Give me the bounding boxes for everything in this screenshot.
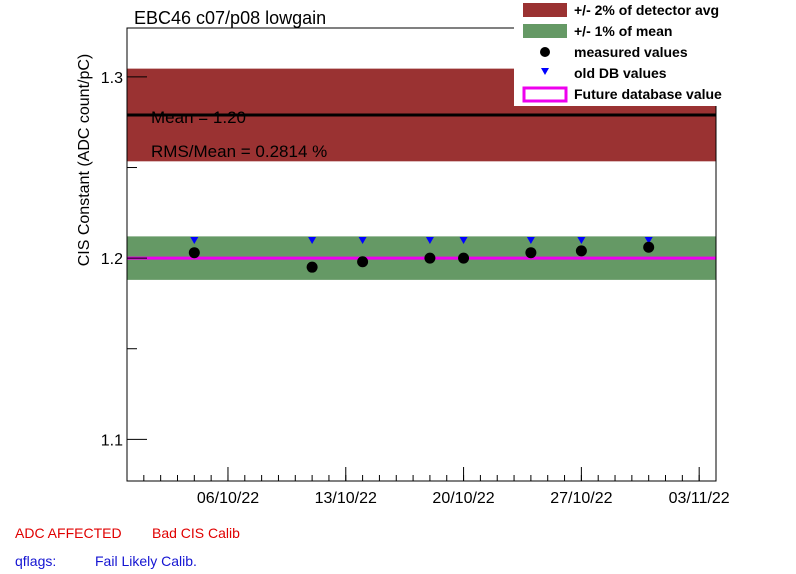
old-db-marker <box>358 237 367 245</box>
old-db-marker <box>190 237 199 245</box>
y-tick-label: 1.2 <box>101 251 123 268</box>
old-db-marker <box>308 237 317 245</box>
legend-swatch-future-db <box>522 86 568 103</box>
qflags-label: qflags: <box>15 553 57 569</box>
x-tick-label: 27/10/22 <box>550 490 612 507</box>
old-db-marker <box>526 237 535 245</box>
measured-point <box>525 247 537 259</box>
y-tick-label: 1.1 <box>101 432 123 449</box>
measured-point <box>424 252 436 264</box>
chart-title: EBC46 c07/p08 lowgain <box>134 8 326 28</box>
markers-layer <box>188 237 655 273</box>
old-db-marker <box>644 237 653 245</box>
measured-point <box>575 245 587 257</box>
legend-label-measured: measured values <box>574 44 688 60</box>
legend-label-old-db: old DB values <box>574 65 667 81</box>
qflags-value: Fail Likely Calib. <box>95 553 197 569</box>
measured-point <box>458 252 470 264</box>
old-db-marker <box>577 237 586 245</box>
legend-marker-old-db <box>541 68 549 75</box>
legend-swatch-detector-band <box>523 3 567 17</box>
plot-frame <box>126 27 717 482</box>
measured-point <box>188 247 200 259</box>
x-tick-label: 03/11/22 <box>669 490 730 507</box>
measured-point <box>643 241 655 253</box>
measured-point <box>306 261 318 273</box>
legend-swatch-mean-band <box>523 24 567 38</box>
legend-label-mean-band: +/- 1% of mean <box>574 23 672 39</box>
plot-border <box>126 27 717 482</box>
y-axis-label: CIS Constant (ADC count/pC) <box>76 54 93 267</box>
rms-mean-annotation: RMS/Mean = 0.2814 % <box>151 142 327 161</box>
status-label: ADC AFFECTED <box>15 525 122 541</box>
legend: +/- 2% of detector avg +/- 1% of mean me… <box>514 0 750 106</box>
lines-layer <box>127 113 716 260</box>
status-value: Bad CIS Calib <box>152 525 240 541</box>
legend-marker-measured <box>540 47 550 57</box>
y-tick-label: 1.3 <box>101 70 123 87</box>
x-tick-label: 20/10/22 <box>432 490 494 507</box>
x-tick-label: 13/10/22 <box>315 490 377 507</box>
old-db-marker <box>459 237 468 245</box>
x-tick-label: 06/10/22 <box>197 490 259 507</box>
legend-label-detector-band: +/- 2% of detector avg <box>574 2 719 18</box>
legend-label-future-db: Future database value <box>574 86 722 102</box>
measured-point <box>357 256 369 268</box>
mean-annotation: Mean = 1.20 <box>151 108 246 127</box>
old-db-marker <box>425 237 434 245</box>
axes-layer: 1.1 1.2 1.3 06/10/22 13/10/22 20/10/22 27/10/2… <box>101 70 730 507</box>
